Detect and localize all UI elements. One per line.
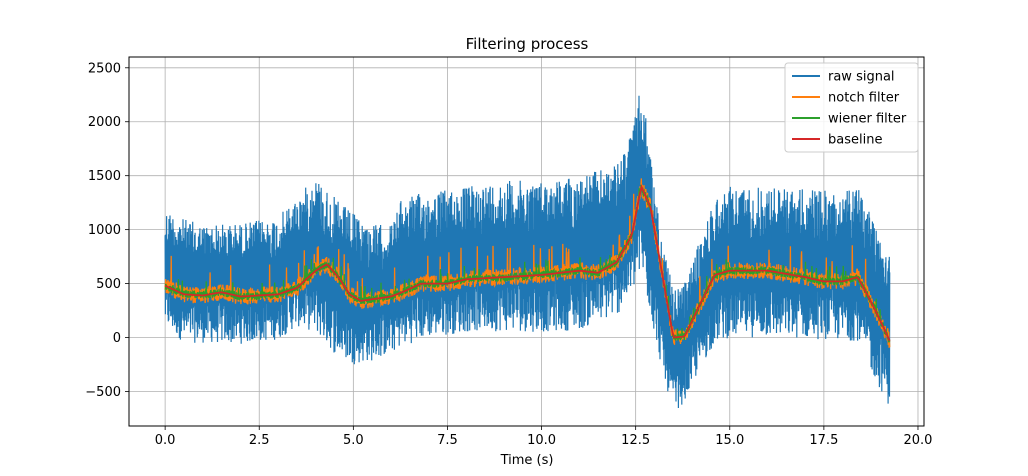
legend-label: baseline	[828, 133, 882, 148]
y-tick-label: 2000	[88, 115, 121, 130]
plot-frame	[128, 56, 925, 427]
x-tick-label: 5.0	[343, 433, 364, 448]
legend-box	[784, 62, 919, 153]
baseline-line	[164, 184, 891, 342]
legend: raw signal notch filter wiener filter basel…	[784, 62, 919, 153]
axis-ticks: 0.0 2.5 5.0 7.5 10.0 12.5 15.0 17.5 20.0 −500 0 500…	[85, 61, 932, 448]
y-tick-label: 0	[113, 331, 121, 346]
y-tick-label: 1500	[88, 169, 121, 184]
chart-title: Filtering process	[466, 35, 589, 53]
y-tick-label: 2500	[88, 61, 121, 76]
x-tick-label: 0.0	[155, 433, 176, 448]
x-tick-label: 12.5	[621, 433, 650, 448]
raw-signal-line	[164, 95, 891, 409]
legend-label: wiener filter	[828, 112, 907, 127]
x-tick-label: 10.0	[527, 433, 556, 448]
legend-label: raw signal	[828, 70, 895, 85]
y-tick-label: −500	[85, 385, 121, 400]
x-axis-label: Time (s)	[500, 453, 554, 468]
y-tick-label: 1000	[88, 223, 121, 238]
x-tick-label: 17.5	[809, 433, 838, 448]
y-tick-label: 500	[96, 277, 121, 292]
legend-label: notch filter	[828, 91, 900, 106]
series-layer	[164, 95, 891, 409]
x-tick-label: 20.0	[904, 433, 933, 448]
x-tick-label: 2.5	[249, 433, 270, 448]
x-tick-label: 15.0	[715, 433, 744, 448]
x-tick-label: 7.5	[437, 433, 458, 448]
